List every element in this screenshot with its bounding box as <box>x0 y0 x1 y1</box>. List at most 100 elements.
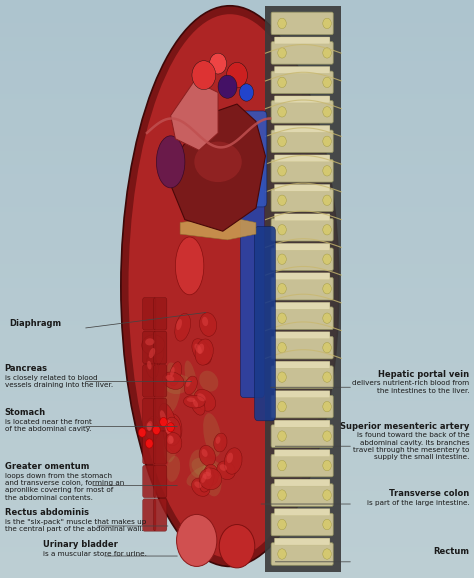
Ellipse shape <box>193 400 198 407</box>
Ellipse shape <box>191 457 226 481</box>
FancyBboxPatch shape <box>271 160 333 182</box>
Ellipse shape <box>192 339 211 364</box>
FancyBboxPatch shape <box>271 336 333 359</box>
Ellipse shape <box>278 136 286 147</box>
Ellipse shape <box>197 393 206 401</box>
Ellipse shape <box>166 456 180 482</box>
Ellipse shape <box>163 372 184 390</box>
Ellipse shape <box>278 77 286 88</box>
Polygon shape <box>180 217 256 240</box>
Ellipse shape <box>219 525 255 568</box>
Ellipse shape <box>191 396 205 415</box>
FancyBboxPatch shape <box>271 543 333 565</box>
Ellipse shape <box>278 254 286 265</box>
Ellipse shape <box>216 436 220 444</box>
Ellipse shape <box>168 435 173 443</box>
Ellipse shape <box>323 401 331 412</box>
Text: is found toward the back of the
abdominal cavity. Its branches
travel through th: is found toward the back of the abdomina… <box>353 432 469 460</box>
Ellipse shape <box>278 195 286 206</box>
Ellipse shape <box>278 47 286 58</box>
Ellipse shape <box>165 423 172 434</box>
FancyBboxPatch shape <box>271 42 333 64</box>
Ellipse shape <box>187 398 195 402</box>
Ellipse shape <box>145 338 155 346</box>
Ellipse shape <box>202 461 221 497</box>
FancyBboxPatch shape <box>271 425 333 447</box>
FancyBboxPatch shape <box>274 391 330 398</box>
Ellipse shape <box>186 465 218 486</box>
Ellipse shape <box>163 417 181 446</box>
Ellipse shape <box>147 421 153 431</box>
FancyBboxPatch shape <box>240 111 267 207</box>
FancyBboxPatch shape <box>271 277 333 300</box>
FancyBboxPatch shape <box>274 538 330 545</box>
FancyBboxPatch shape <box>271 189 333 212</box>
Ellipse shape <box>138 428 146 437</box>
Ellipse shape <box>323 225 331 235</box>
Ellipse shape <box>176 514 217 566</box>
Ellipse shape <box>278 313 286 324</box>
Ellipse shape <box>160 410 166 423</box>
Ellipse shape <box>199 468 222 490</box>
Ellipse shape <box>159 403 175 435</box>
Text: Greater omentum: Greater omentum <box>5 462 89 471</box>
FancyBboxPatch shape <box>274 479 330 486</box>
Ellipse shape <box>278 519 286 529</box>
Text: Pancreas: Pancreas <box>5 364 48 373</box>
Ellipse shape <box>323 195 331 206</box>
FancyBboxPatch shape <box>271 366 333 388</box>
FancyBboxPatch shape <box>143 499 156 531</box>
Ellipse shape <box>146 423 152 431</box>
Ellipse shape <box>203 413 221 457</box>
Text: Rectus abdominis: Rectus abdominis <box>5 508 89 517</box>
FancyBboxPatch shape <box>274 66 330 73</box>
FancyBboxPatch shape <box>274 96 330 103</box>
FancyBboxPatch shape <box>274 361 330 368</box>
Ellipse shape <box>147 343 164 369</box>
Ellipse shape <box>323 166 331 176</box>
Ellipse shape <box>202 472 211 479</box>
Ellipse shape <box>278 431 286 442</box>
Ellipse shape <box>278 401 286 412</box>
Ellipse shape <box>217 461 235 480</box>
FancyBboxPatch shape <box>154 331 167 364</box>
FancyBboxPatch shape <box>271 484 333 506</box>
Ellipse shape <box>210 53 227 74</box>
Ellipse shape <box>323 460 331 470</box>
Ellipse shape <box>167 436 173 444</box>
Ellipse shape <box>323 519 331 529</box>
Ellipse shape <box>214 433 227 452</box>
FancyBboxPatch shape <box>271 513 333 536</box>
Ellipse shape <box>194 481 201 488</box>
Text: is the "six-pack" muscle that makes up
the central part of the abdominal wall.: is the "six-pack" muscle that makes up t… <box>5 519 146 532</box>
FancyBboxPatch shape <box>271 395 333 418</box>
Ellipse shape <box>203 464 219 486</box>
Ellipse shape <box>146 357 158 379</box>
Text: delivers nutrient-rich blood from
the intestines to the liver.: delivers nutrient-rich blood from the in… <box>352 380 469 394</box>
Ellipse shape <box>206 468 211 476</box>
Ellipse shape <box>201 474 207 483</box>
FancyBboxPatch shape <box>274 214 330 221</box>
Ellipse shape <box>175 237 204 295</box>
Ellipse shape <box>176 319 182 330</box>
Polygon shape <box>171 104 265 231</box>
Ellipse shape <box>142 335 164 355</box>
FancyBboxPatch shape <box>274 155 330 162</box>
Text: Stomach: Stomach <box>5 408 46 417</box>
Ellipse shape <box>278 18 286 29</box>
FancyBboxPatch shape <box>154 499 167 531</box>
Ellipse shape <box>198 344 204 354</box>
FancyBboxPatch shape <box>143 331 156 364</box>
FancyBboxPatch shape <box>143 365 156 397</box>
Ellipse shape <box>323 284 331 294</box>
Ellipse shape <box>218 75 237 98</box>
Ellipse shape <box>199 370 219 391</box>
FancyBboxPatch shape <box>274 37 330 44</box>
Ellipse shape <box>278 460 286 470</box>
Ellipse shape <box>169 362 182 386</box>
Ellipse shape <box>194 390 216 411</box>
Text: is a muscular store for urine.: is a muscular store for urine. <box>43 551 146 557</box>
FancyBboxPatch shape <box>274 332 330 339</box>
Ellipse shape <box>323 549 331 560</box>
Text: Transverse colon: Transverse colon <box>389 489 469 498</box>
